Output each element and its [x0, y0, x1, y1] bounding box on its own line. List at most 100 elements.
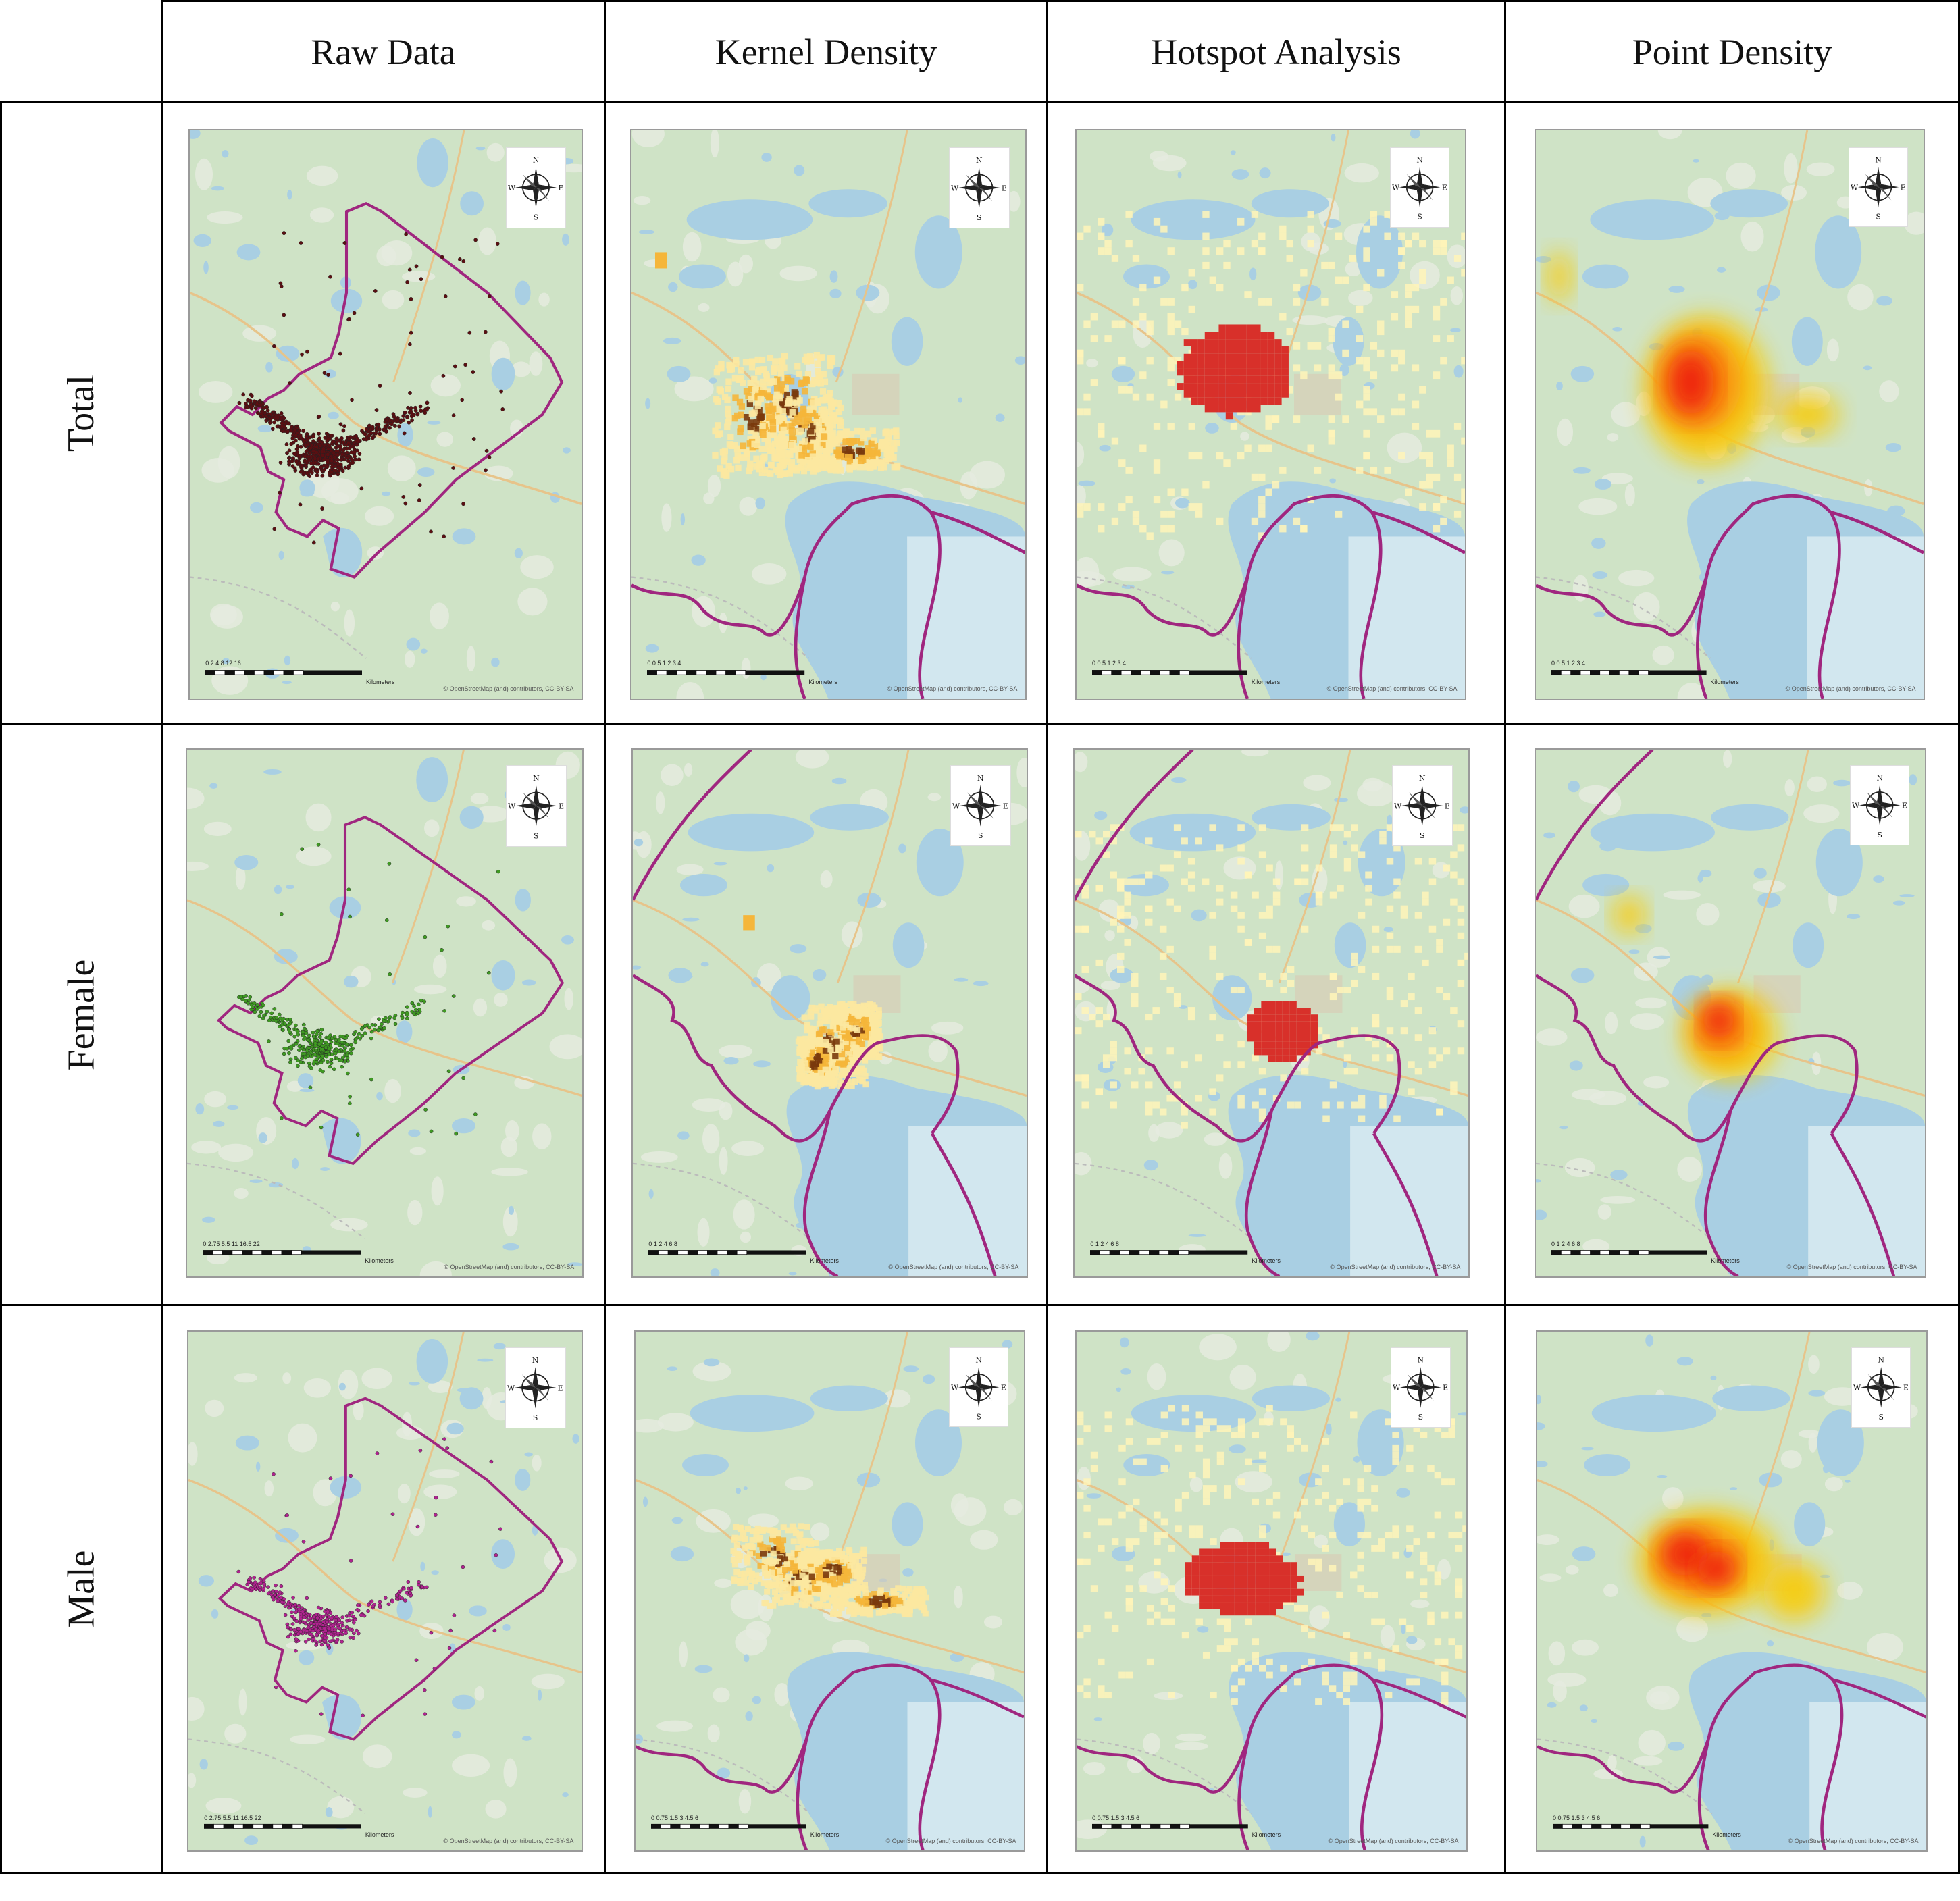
scale-bar: 0 1 2 4 6 8 Kilometers [648, 1240, 846, 1264]
compass-n-label: N [975, 1356, 981, 1365]
kernel-density-surface [730, 1523, 929, 1618]
row-label-female: Female [0, 723, 161, 1304]
incident-points [236, 1437, 502, 1717]
scale-unit: Kilometers [1712, 1831, 1741, 1839]
attribution: © OpenStreetMap (and) contributors, CC-B… [443, 1837, 574, 1844]
scale-bar: 0 1 2 4 6 8 Kilometers [1090, 1241, 1287, 1264]
compass-n-label: N [533, 156, 540, 165]
compass-s-label: S [533, 1413, 538, 1422]
scale-bar: 0 2.75 5.5 11 16.5 22 Kilometers [204, 1815, 401, 1839]
scale-bar: 0 0.75 1.5 3 4.5 6 Kilometers [1092, 1815, 1287, 1839]
compass-n-label: N [532, 1356, 539, 1365]
compass-e-label: E [558, 184, 563, 192]
scale-ticks: 0 1 2 4 6 8 [1551, 1240, 1580, 1247]
scale-ticks: 0 2 4 8 12 16 [205, 660, 241, 667]
header-point-density: Point Density [1504, 0, 1960, 101]
scale-ticks: 0 0.5 1 2 3 4 [1092, 660, 1127, 667]
scale-unit: Kilometers [1252, 1831, 1281, 1839]
attribution: © OpenStreetMap (and) contributors, CC-B… [1785, 685, 1916, 692]
compass-n-label: N [1416, 156, 1422, 165]
scale-unit: Kilometers [365, 679, 395, 686]
compass-rose-icon: N S W E [948, 1347, 1008, 1428]
cell-total-raw: N S W E 0 2 4 8 12 16 Kilometers © OpenStreetM… [161, 101, 604, 723]
scale-bar: 0 0.5 1 2 3 4 Kilometers [647, 660, 844, 685]
compass-rose-icon: N S W E [1392, 765, 1453, 847]
header-hotspot-analysis: Hotspot Analysis [1046, 0, 1504, 101]
compass-rose-icon: N S W E [950, 765, 1011, 847]
compass-e-label: E [1902, 802, 1907, 810]
header-kernel-density: Kernel Density [604, 0, 1046, 101]
compass-rose-icon: N S W E [949, 147, 1010, 229]
attribution: © OpenStreetMap (and) contributors, CC-B… [444, 1263, 575, 1270]
compass-s-label: S [534, 832, 539, 841]
cell-female-raw: N S W E 0 2.75 5.5 11 16.5 22 Kilometers © Ope… [161, 723, 604, 1304]
map-total-hotspot: N S W E 0 0.5 1 2 3 4 Kilometers © OpenStreetM… [1075, 129, 1466, 700]
incident-points [237, 843, 500, 1137]
compass-s-label: S [977, 213, 981, 222]
scale-unit: Kilometers [1711, 1257, 1740, 1264]
compass-w-label: W [508, 184, 516, 192]
compass-e-label: E [1901, 184, 1906, 192]
map-male-hotspot: N S W E 0 0.75 1.5 3 4.5 6 Kilometers © OpenSt… [1075, 1330, 1468, 1852]
scale-unit: Kilometers [365, 1831, 394, 1839]
scale-ticks: 0 2.75 5.5 11 16.5 22 [204, 1815, 261, 1822]
compass-n-label: N [1876, 774, 1882, 783]
scale-ticks: 0 0.75 1.5 3 4.5 6 [1553, 1815, 1601, 1822]
compass-w-label: W [1853, 1384, 1861, 1392]
scale-bar: 0 0.75 1.5 3 4.5 6 Kilometers [1553, 1815, 1747, 1839]
compass-w-label: W [1852, 802, 1860, 810]
scale-ticks: 0 1 2 4 6 8 [648, 1240, 677, 1247]
compass-rose-icon: N S W E [505, 765, 567, 847]
scale-bar: 0 2 4 8 12 16 Kilometers [205, 660, 401, 686]
compass-rose-icon: N S W E [1848, 147, 1909, 228]
scale-ticks: 0 0.75 1.5 3 4.5 6 [1092, 1815, 1140, 1822]
compass-e-label: E [1445, 802, 1450, 811]
kernel-density-surface [654, 252, 901, 479]
compass-w-label: W [1851, 184, 1859, 192]
scale-bar: 0 2.75 5.5 11 16.5 22 Kilometers [203, 1240, 401, 1264]
cell-total-point: N S W E 0 0.5 1 2 3 4 Kilometers © OpenStreetM… [1504, 101, 1960, 723]
row-label-male: Male [0, 1304, 161, 1874]
point-density-surface [1547, 252, 1838, 464]
compass-rose-icon: N S W E [1391, 1347, 1451, 1428]
scale-bar: 0 1 2 4 6 8 Kilometers [1551, 1240, 1746, 1264]
compass-rose-icon: N S W E [1851, 1347, 1911, 1428]
map-female-point: N S W E 0 1 2 4 6 8 Kilometers © OpenStreetMap… [1535, 748, 1926, 1278]
row-label-total: Total [0, 101, 161, 723]
point-density-surface [1614, 896, 1778, 1081]
cell-male-point: N S W E 0 0.75 1.5 3 4.5 6 Kilometers © OpenSt… [1504, 1304, 1960, 1874]
compass-w-label: W [952, 802, 960, 811]
compass-n-label: N [977, 774, 984, 783]
compass-w-label: W [951, 184, 959, 193]
compass-e-label: E [1001, 1384, 1006, 1392]
cell-female-hotspot: N S W E 0 1 2 4 6 8 Kilometers © OpenStreetMap… [1046, 723, 1504, 1304]
cell-male-kernel: N S W E 0 0.75 1.5 3 4.5 6 Kilometers © OpenSt… [604, 1304, 1046, 1874]
compass-s-label: S [978, 831, 983, 840]
compass-rose-icon: N S W E [505, 1347, 566, 1428]
attribution: © OpenStreetMap (and) contributors, CC-B… [888, 1263, 1019, 1270]
compass-n-label: N [976, 156, 983, 165]
scale-ticks: 0 2.75 5.5 11 16.5 22 [203, 1240, 260, 1247]
compass-s-label: S [1877, 831, 1882, 839]
scale-ticks: 0 0.5 1 2 3 4 [647, 660, 681, 667]
attribution: © OpenStreetMap (and) contributors, CC-B… [1330, 1263, 1461, 1270]
map-female-raw: N S W E 0 2.75 5.5 11 16.5 22 Kilometers © Ope… [186, 748, 584, 1278]
map-male-point: N S W E 0 0.75 1.5 3 4.5 6 Kilometers © OpenSt… [1536, 1330, 1928, 1852]
scale-unit: Kilometers [810, 1831, 840, 1839]
attribution: © OpenStreetMap (and) contributors, CC-B… [887, 685, 1018, 692]
cell-total-hotspot: N S W E 0 0.5 1 2 3 4 Kilometers © OpenStreetM… [1046, 101, 1504, 723]
hotspot-cells [1077, 1405, 1466, 1705]
compass-n-label: N [1419, 774, 1426, 783]
compass-s-label: S [534, 213, 538, 222]
map-total-raw: N S W E 0 2 4 8 12 16 Kilometers © OpenStreetM… [188, 129, 583, 700]
attribution: © OpenStreetMap (and) contributors, CC-B… [443, 685, 574, 692]
compass-e-label: E [1002, 184, 1007, 193]
scale-bar: 0 0.5 1 2 3 4 Kilometers [1551, 660, 1745, 685]
scale-bar: 0 0.75 1.5 3 4.5 6 Kilometers [651, 1815, 846, 1839]
compass-s-label: S [976, 1413, 981, 1422]
compass-s-label: S [1420, 831, 1424, 840]
compass-e-label: E [559, 802, 564, 811]
attribution: © OpenStreetMap (and) contributors, CC-B… [1788, 1837, 1919, 1844]
map-female-kernel: N S W E 0 1 2 4 6 8 Kilometers © OpenStreetMap… [631, 748, 1028, 1278]
